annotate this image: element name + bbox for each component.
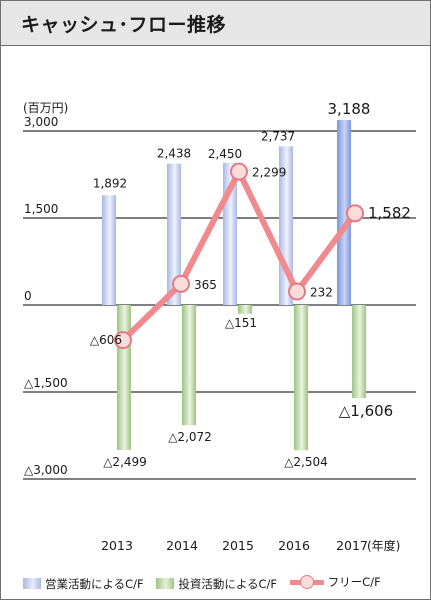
data-label-free: △606 [90,333,122,347]
data-label-free: 232 [310,286,333,300]
data-label-investing: △2,499 [103,455,147,469]
point-free-cf [172,274,190,293]
y-tick-label: △3,000 [24,463,68,477]
legend: 営業活動によるC/F 投資活動によるC/F フリーC/F [23,574,390,592]
legend-swatch-investing [156,578,175,589]
chart-plot: (百万円)3,000 1,500 0 △1,500 △3,000 1,892 2,438 2,… [23,100,416,553]
point-free-cf [114,331,132,350]
legend-swatch-free [289,575,324,589]
x-tick-label: 2017 [336,538,368,553]
y-tick-label: △1,500 [24,376,68,390]
bar-investing [182,305,196,426]
data-label-operating: 3,188 [328,100,371,118]
x-tick-label: 2014 [166,538,198,553]
bar-investing [352,305,366,399]
legend-label-operating: 営業活動によるC/F [45,576,144,591]
data-label-investing: △2,072 [168,430,212,444]
data-label-free: 2,299 [252,166,286,180]
bar-operating [167,163,181,305]
data-label-investing: △2,504 [284,455,328,469]
legend-label-free: フリーC/F [327,575,381,589]
legend-item-operating: 営業活動によるC/F [23,576,144,592]
data-label-investing: △151 [225,316,257,330]
data-label-operating: 2,438 [157,147,191,161]
x-tick-label: 2016 [278,538,310,553]
y-tick-label: 1,500 [24,202,58,216]
bar-operating [337,120,351,305]
legend-item-investing: 投資活動によるC/F [156,576,277,592]
legend-swatch-operating [23,578,41,589]
data-label-operating: 2,450 [208,147,242,161]
data-label-operating: 1,892 [93,176,127,190]
x-tick-label: 2013 [101,538,133,553]
data-label-free: 1,582 [368,204,411,222]
bar-investing [117,305,131,450]
legend-item-free: フリーC/F [289,574,381,590]
bar-operating [102,195,116,305]
x-unit-label: (年度) [367,538,400,553]
header-bar: キャッシュ･フロー推移 [1,1,430,46]
point-free-cf [230,162,248,181]
bar-investing [238,305,252,314]
line-free-cf [120,168,358,343]
bar-investing [294,305,308,451]
point-free-cf [346,204,364,223]
y-tick-label: 0 [24,289,32,303]
y-unit-label: (百万円) [23,101,68,115]
x-tick-label: 2015 [222,538,254,553]
legend-label-investing: 投資活動によるC/F [178,576,278,591]
data-label-free: 365 [194,278,217,292]
chart-title: キャッシュ･フロー推移 [21,14,227,36]
data-label-investing: △1,606 [339,402,393,420]
point-free-cf [288,282,306,301]
y-tick-label: 3,000 [24,115,58,129]
data-label-operating: 2,737 [261,129,295,143]
